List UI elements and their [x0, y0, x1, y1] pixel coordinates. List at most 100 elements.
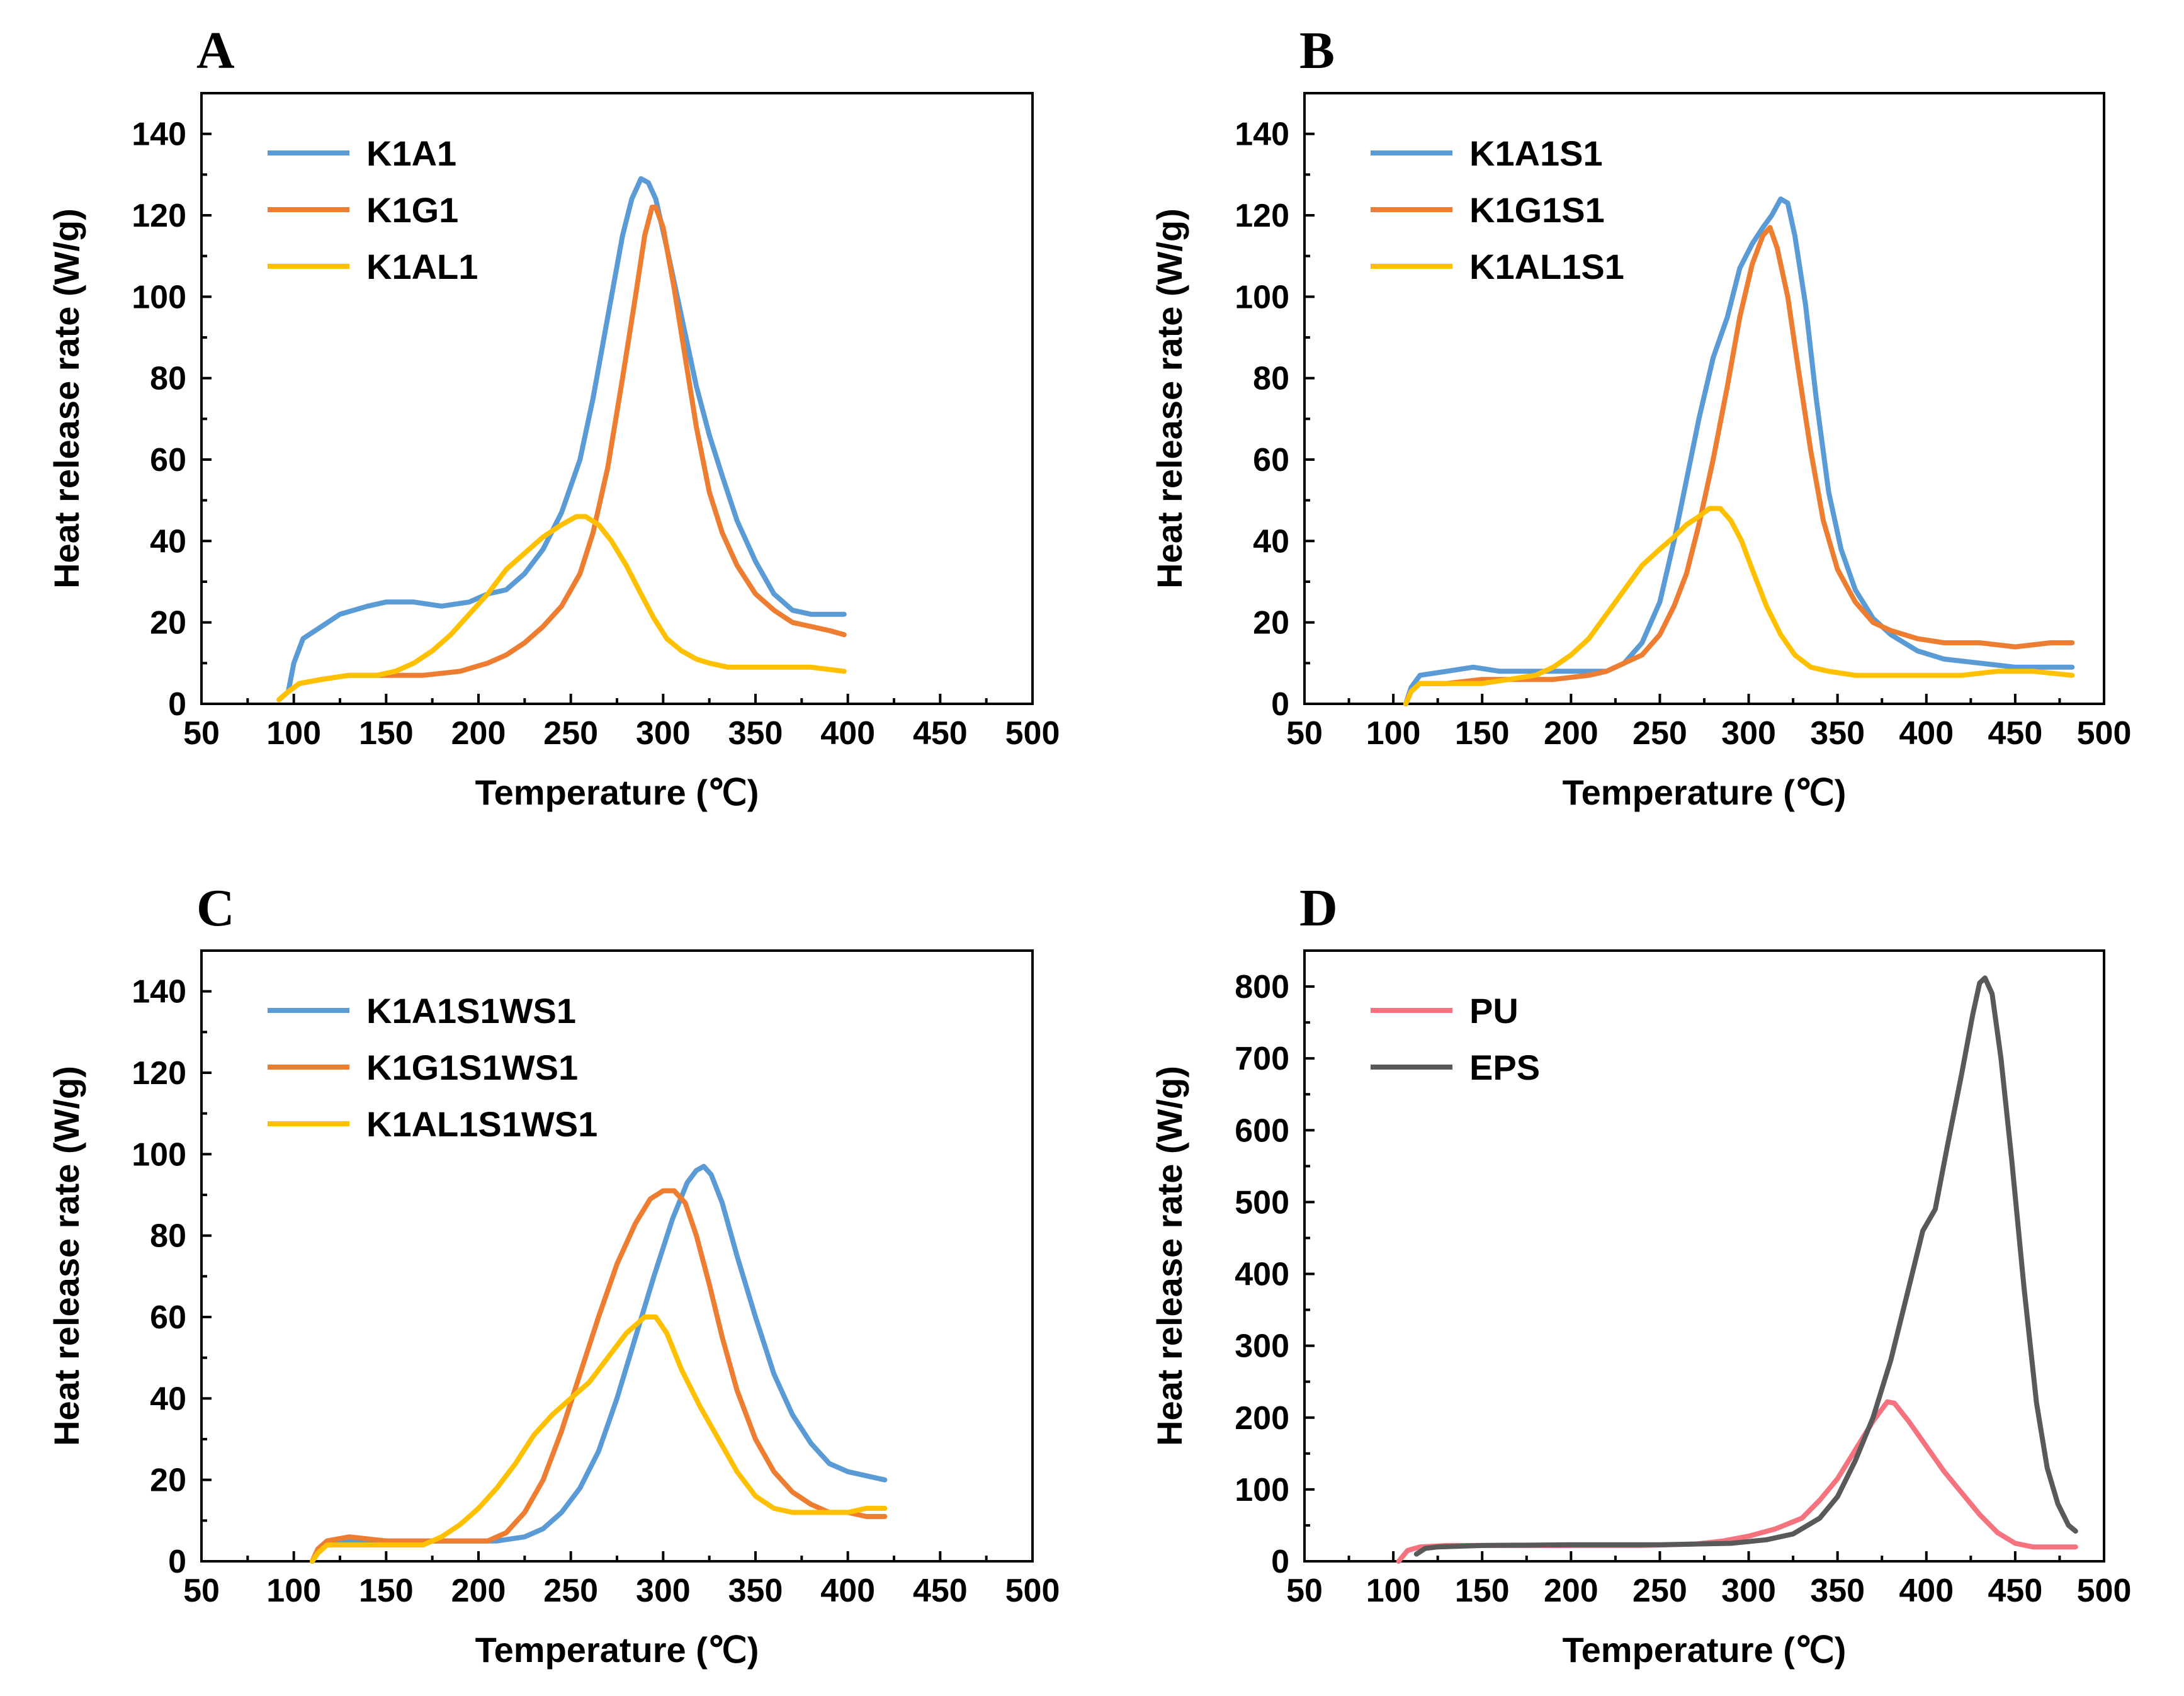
- x-tick-label: 200: [1544, 1573, 1598, 1609]
- y-tick-label: 40: [1253, 523, 1289, 560]
- series-line-k1g1s1: [1403, 225, 2075, 706]
- x-tick-label: 350: [728, 715, 783, 752]
- x-tick-label: 300: [1721, 1573, 1776, 1609]
- x-tick-label: 350: [728, 1573, 783, 1609]
- x-tick-label: 400: [820, 715, 875, 752]
- series-line-k1a1: [276, 176, 847, 703]
- series-line-k1g1s1ws1: [310, 1188, 888, 1564]
- legend-label-k1a1: K1A1: [366, 133, 456, 173]
- legend-label-k1g1s1: K1G1S1: [1469, 190, 1605, 230]
- legend-label-k1g1s1ws1: K1G1S1WS1: [366, 1048, 578, 1087]
- x-tick-label: 250: [1632, 1573, 1687, 1609]
- y-tick-label: 600: [1235, 1112, 1289, 1149]
- y-tick-label: 800: [1235, 969, 1289, 1005]
- y-tick-label: 60: [150, 442, 186, 478]
- y-axis-label: Heat release rate (W/g): [1150, 208, 1189, 589]
- panel-d: D 50 100 150 200 250 300 350 400 450 500 0 100 200 300…: [1150, 879, 2131, 1670]
- plot-frame: [1303, 949, 2105, 1563]
- panel-letter: B: [1299, 21, 1335, 80]
- x-tick-label: 500: [1005, 1573, 1060, 1609]
- x-axis-label: Temperature (℃): [475, 1630, 759, 1670]
- series-line-eps: [1413, 975, 2078, 1557]
- x-axis-label: Temperature (℃): [475, 772, 759, 812]
- plot-frame: [200, 949, 1034, 1563]
- x-tick-label: 250: [543, 715, 598, 752]
- y-tick-label: 300: [1235, 1328, 1289, 1365]
- x-tick-label: 250: [1632, 715, 1687, 752]
- y-tick-label: 80: [1253, 361, 1289, 397]
- x-tick-label: 100: [266, 715, 321, 752]
- y-tick-label: 40: [150, 1381, 186, 1417]
- x-tick-label: 100: [266, 1573, 321, 1609]
- y-tick-label: 140: [132, 116, 186, 153]
- x-tick-label: 300: [1721, 715, 1776, 752]
- y-tick-label: 0: [1271, 686, 1289, 723]
- y-tick-label: 60: [1253, 442, 1289, 478]
- legend-label-k1a1s1ws1: K1A1S1WS1: [366, 991, 576, 1031]
- y-axis-label: Heat release rate (W/g): [47, 208, 86, 589]
- y-tick-label: 120: [1235, 198, 1289, 234]
- series-line-k1al1: [276, 514, 847, 703]
- y-tick-label: 700: [1235, 1041, 1289, 1077]
- y-tick-label: 400: [1235, 1257, 1289, 1293]
- panel-letter: D: [1299, 879, 1338, 937]
- x-tick-label: 100: [1366, 1573, 1421, 1609]
- x-tick-label: 150: [359, 1573, 414, 1609]
- y-tick-label: 0: [168, 1544, 186, 1580]
- series-line-pu: [1396, 1399, 2078, 1564]
- y-tick-label: 20: [150, 1462, 186, 1499]
- x-tick-label: 450: [1988, 1573, 2043, 1609]
- x-tick-label: 450: [1988, 715, 2043, 752]
- x-tick-label: 150: [1455, 1573, 1510, 1609]
- panel-letter: A: [196, 21, 235, 80]
- panel-letter: C: [196, 879, 235, 937]
- x-tick-label: 300: [636, 715, 691, 752]
- y-tick-label: 80: [150, 361, 186, 397]
- series-line-k1al1s1: [1403, 506, 2075, 706]
- y-tick-label: 40: [150, 523, 186, 560]
- x-tick-label: 200: [451, 1573, 506, 1609]
- series-line-k1al1s1ws1: [310, 1314, 888, 1564]
- x-tick-label: 150: [1455, 715, 1510, 752]
- x-tick-label: 350: [1810, 715, 1865, 752]
- x-tick-label: 100: [1366, 715, 1421, 752]
- x-tick-label: 200: [1544, 715, 1598, 752]
- legend-label-k1al1s1: K1AL1S1: [1469, 247, 1624, 286]
- x-tick-label: 350: [1810, 1573, 1865, 1609]
- legend-label-k1a1s1: K1A1S1: [1469, 133, 1603, 173]
- x-tick-label: 50: [1286, 1573, 1323, 1609]
- legend-label-eps: EPS: [1469, 1048, 1540, 1087]
- x-tick-label: 450: [913, 715, 968, 752]
- panel-c: C 50 100 150 200 250 300 350 400 450 500 0 20 40 60 80 1…: [47, 879, 1060, 1670]
- y-tick-label: 20: [150, 605, 186, 642]
- x-tick-label: 400: [820, 1573, 875, 1609]
- legend-label-k1al1s1ws1: K1AL1S1WS1: [366, 1104, 597, 1144]
- x-tick-label: 500: [1005, 715, 1060, 752]
- y-tick-label: 120: [132, 198, 186, 234]
- x-axis-label: Temperature (℃): [1563, 1630, 1847, 1670]
- x-tick-label: 50: [183, 715, 220, 752]
- x-tick-label: 400: [1899, 1573, 1954, 1609]
- y-tick-label: 140: [132, 974, 186, 1010]
- y-tick-label: 120: [132, 1055, 186, 1092]
- x-tick-label: 450: [913, 1573, 968, 1609]
- series-line-k1g1: [276, 205, 847, 703]
- x-tick-label: 500: [2077, 1573, 2132, 1609]
- x-tick-label: 50: [183, 1573, 220, 1609]
- y-tick-label: 80: [150, 1218, 186, 1255]
- legend-label-pu: PU: [1469, 991, 1519, 1031]
- x-tick-label: 300: [636, 1573, 691, 1609]
- y-axis-label: Heat release rate (W/g): [47, 1066, 86, 1446]
- x-tick-label: 250: [543, 1573, 598, 1609]
- legend-label-k1al1: K1AL1: [366, 247, 478, 286]
- y-tick-label: 100: [1235, 1472, 1289, 1508]
- y-tick-label: 500: [1235, 1184, 1289, 1221]
- y-tick-label: 20: [1253, 605, 1289, 642]
- y-tick-label: 100: [132, 1136, 186, 1173]
- y-tick-label: 0: [168, 686, 186, 723]
- series-line-k1a1s1: [1403, 196, 2075, 706]
- panel-b: B 50 100 150 200 250 300 350 400 450 500 0 20 40 60 80 1…: [1150, 21, 2131, 812]
- y-tick-label: 100: [1235, 279, 1289, 315]
- y-tick-label: 60: [150, 1299, 186, 1336]
- legend-label-k1g1: K1G1: [366, 190, 458, 230]
